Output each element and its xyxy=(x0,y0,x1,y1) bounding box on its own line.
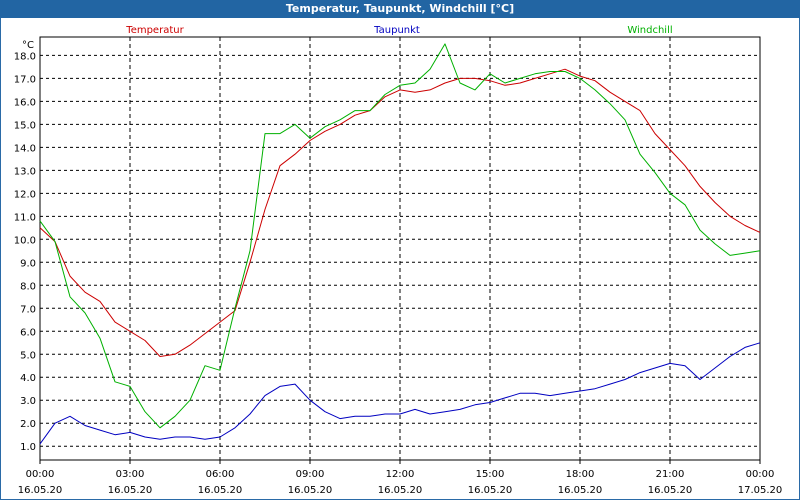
x-tick-time: 18:00 xyxy=(566,469,595,480)
y-tick-label: 7.0 xyxy=(20,304,36,315)
y-tick-label: 3.0 xyxy=(20,396,36,407)
y-tick-label: 1.0 xyxy=(20,442,36,453)
y-tick-label: 12.0 xyxy=(14,189,36,200)
y-tick-label: 15.0 xyxy=(14,120,36,131)
y-tick-label: 13.0 xyxy=(14,166,36,177)
x-tick-time: 00:00 xyxy=(746,469,775,480)
x-tick-date: 16.05.20 xyxy=(198,485,243,496)
y-axis-unit: °C xyxy=(22,40,34,51)
y-tick-label: 17.0 xyxy=(14,74,36,85)
series-line-taupunkt xyxy=(39,342,761,445)
x-tick-date: 16.05.20 xyxy=(648,485,693,496)
y-tick-label: 16.0 xyxy=(14,97,36,108)
x-tick-date: 17.05.20 xyxy=(738,485,783,496)
series-line-windchill xyxy=(39,43,761,429)
y-tick-label: 2.0 xyxy=(20,419,36,430)
legend-taupunkt: Taupunkt xyxy=(373,25,420,36)
y-tick-label: 11.0 xyxy=(14,212,36,223)
legend-temperatur: Temperatur xyxy=(125,25,184,36)
x-tick-time: 12:00 xyxy=(386,469,415,480)
y-tick-label: 6.0 xyxy=(20,327,36,338)
window-title: Temperatur, Taupunkt, Windchill [°C] xyxy=(0,0,800,18)
x-tick-date: 16.05.20 xyxy=(288,485,333,496)
x-tick-date: 16.05.20 xyxy=(468,485,513,496)
x-tick-date: 16.05.20 xyxy=(378,485,423,496)
x-tick-date: 16.05.20 xyxy=(108,485,153,496)
series-line-temperatur xyxy=(39,68,761,357)
y-tick-label: 18.0 xyxy=(14,51,36,62)
x-tick-time: 15:00 xyxy=(476,469,505,480)
y-tick-label: 8.0 xyxy=(20,281,36,292)
x-tick-time: 06:00 xyxy=(206,469,235,480)
y-tick-label: 10.0 xyxy=(14,235,36,246)
y-tick-label: 9.0 xyxy=(20,258,36,269)
x-tick-time: 03:00 xyxy=(116,469,145,480)
x-tick-date: 16.05.20 xyxy=(18,485,63,496)
legend-windchill: Windchill xyxy=(627,25,672,36)
x-tick-time: 09:00 xyxy=(296,469,325,480)
x-tick-time: 21:00 xyxy=(656,469,685,480)
x-tick-date: 16.05.20 xyxy=(558,485,603,496)
y-tick-label: 4.0 xyxy=(20,373,36,384)
x-tick-time: 00:00 xyxy=(26,469,55,480)
y-tick-label: 5.0 xyxy=(20,350,36,361)
y-tick-label: 14.0 xyxy=(14,143,36,154)
